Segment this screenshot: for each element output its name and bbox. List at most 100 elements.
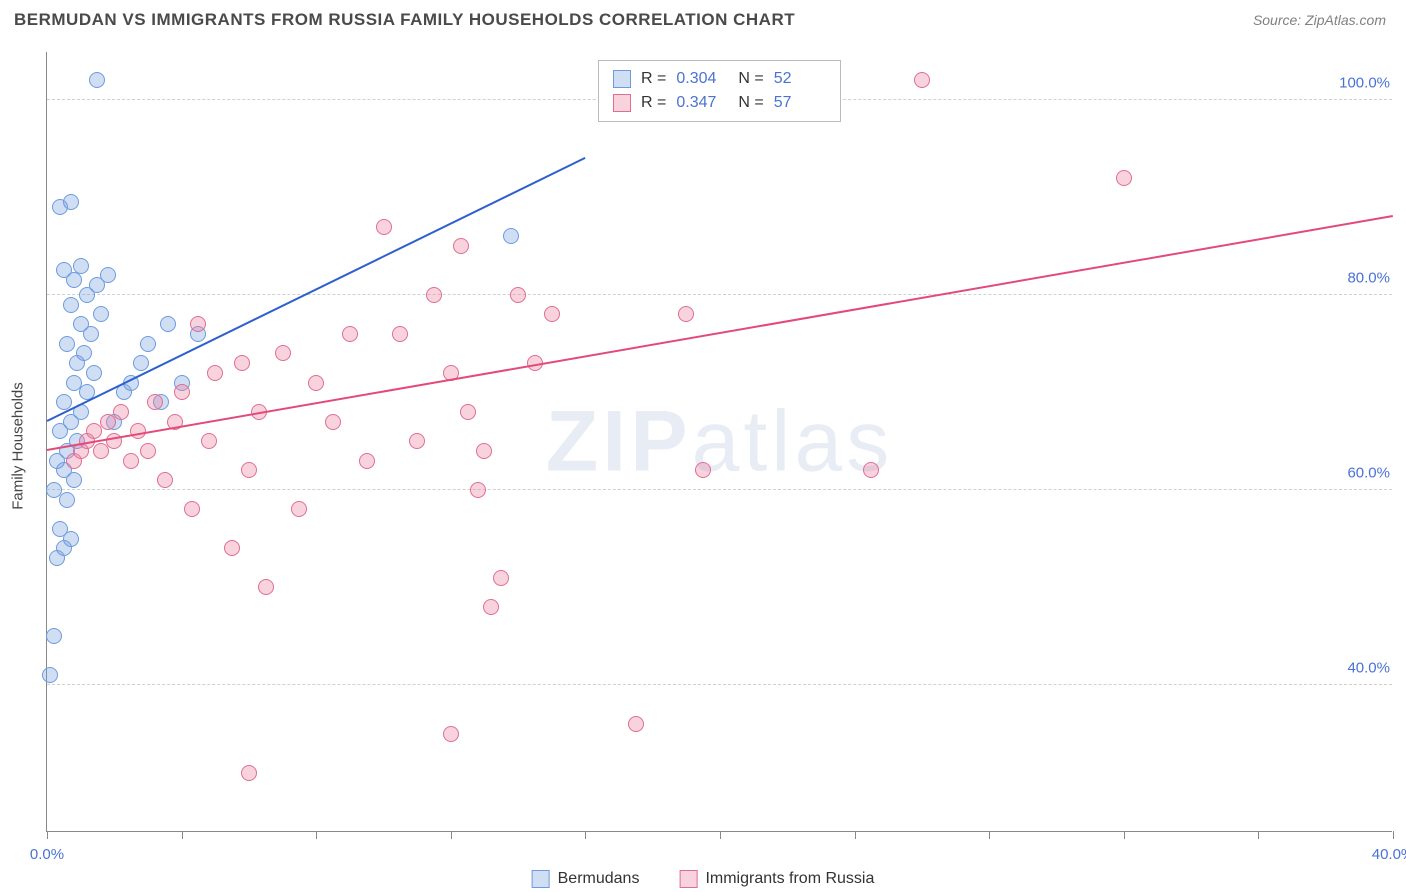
data-point <box>157 472 173 488</box>
data-point <box>493 570 509 586</box>
data-point <box>470 482 486 498</box>
data-point <box>544 306 560 322</box>
stat-n-label: N = <box>738 91 763 115</box>
stats-swatch-icon <box>613 70 631 88</box>
data-point <box>359 453 375 469</box>
y-tick-label: 100.0% <box>1335 74 1394 91</box>
x-tick <box>1258 831 1259 839</box>
data-point <box>42 667 58 683</box>
data-point <box>140 443 156 459</box>
gridline <box>47 684 1392 685</box>
legend: Bermudans Immigrants from Russia <box>532 870 875 888</box>
legend-label: Immigrants from Russia <box>705 870 874 888</box>
stat-n-value: 57 <box>774 91 826 115</box>
data-point <box>63 194 79 210</box>
data-point <box>224 540 240 556</box>
data-point <box>100 414 116 430</box>
data-point <box>184 501 200 517</box>
data-point <box>113 404 129 420</box>
y-axis-title: Family Households <box>10 382 27 510</box>
correlation-stats-box: R =0.304N =52R =0.347N =57 <box>598 60 841 122</box>
data-point <box>133 355 149 371</box>
data-point <box>123 453 139 469</box>
x-tick <box>720 831 721 839</box>
data-point <box>73 258 89 274</box>
data-point <box>426 287 442 303</box>
data-point <box>234 355 250 371</box>
stat-r-label: R = <box>641 67 666 91</box>
x-tick <box>182 831 183 839</box>
data-point <box>86 365 102 381</box>
data-point <box>140 336 156 352</box>
gridline <box>47 489 1392 490</box>
data-point <box>628 716 644 732</box>
scatter-plot-area: ZIPatlas 40.0%60.0%80.0%100.0%0.0%40.0%R… <box>46 52 1392 832</box>
data-point <box>392 326 408 342</box>
data-point <box>63 531 79 547</box>
legend-item-bermudans: Bermudans <box>532 870 640 888</box>
x-tick-label: 0.0% <box>30 846 64 863</box>
data-point <box>190 316 206 332</box>
data-point <box>93 443 109 459</box>
data-point <box>100 267 116 283</box>
data-point <box>325 414 341 430</box>
trend-line <box>47 215 1393 451</box>
legend-swatch-icon <box>679 870 697 888</box>
data-point <box>443 726 459 742</box>
data-point <box>510 287 526 303</box>
data-point <box>376 219 392 235</box>
gridline <box>47 294 1392 295</box>
stat-n-value: 52 <box>774 67 826 91</box>
data-point <box>453 238 469 254</box>
data-point <box>275 345 291 361</box>
data-point <box>241 462 257 478</box>
data-point <box>59 336 75 352</box>
data-point <box>147 394 163 410</box>
x-tick <box>989 831 990 839</box>
data-point <box>201 433 217 449</box>
x-tick-label: 40.0% <box>1372 846 1406 863</box>
data-point <box>174 384 190 400</box>
data-point <box>46 482 62 498</box>
stats-row: R =0.347N =57 <box>613 91 826 115</box>
x-tick <box>855 831 856 839</box>
source-attribution: Source: ZipAtlas.com <box>1253 12 1386 28</box>
data-point <box>207 365 223 381</box>
x-tick <box>1124 831 1125 839</box>
data-point <box>73 316 89 332</box>
y-tick-label: 60.0% <box>1343 464 1394 481</box>
y-tick-label: 40.0% <box>1343 659 1394 676</box>
watermark: ZIPatlas <box>546 392 893 491</box>
legend-item-russia: Immigrants from Russia <box>679 870 874 888</box>
x-tick <box>316 831 317 839</box>
legend-swatch-icon <box>532 870 550 888</box>
x-tick <box>451 831 452 839</box>
data-point <box>241 765 257 781</box>
chart-title: BERMUDAN VS IMMIGRANTS FROM RUSSIA FAMIL… <box>14 10 795 30</box>
x-tick <box>585 831 586 839</box>
x-tick <box>47 831 48 839</box>
data-point <box>63 297 79 313</box>
data-point <box>483 599 499 615</box>
data-point <box>66 375 82 391</box>
data-point <box>476 443 492 459</box>
data-point <box>409 433 425 449</box>
data-point <box>695 462 711 478</box>
data-point <box>86 423 102 439</box>
stat-n-label: N = <box>738 67 763 91</box>
stats-swatch-icon <box>613 94 631 112</box>
y-tick-label: 80.0% <box>1343 269 1394 286</box>
data-point <box>89 72 105 88</box>
data-point <box>93 306 109 322</box>
data-point <box>863 462 879 478</box>
stat-r-value: 0.347 <box>676 91 728 115</box>
data-point <box>56 262 72 278</box>
data-point <box>258 579 274 595</box>
data-point <box>678 306 694 322</box>
data-point <box>59 492 75 508</box>
data-point <box>460 404 476 420</box>
data-point <box>160 316 176 332</box>
stats-row: R =0.304N =52 <box>613 67 826 91</box>
data-point <box>46 628 62 644</box>
data-point <box>342 326 358 342</box>
